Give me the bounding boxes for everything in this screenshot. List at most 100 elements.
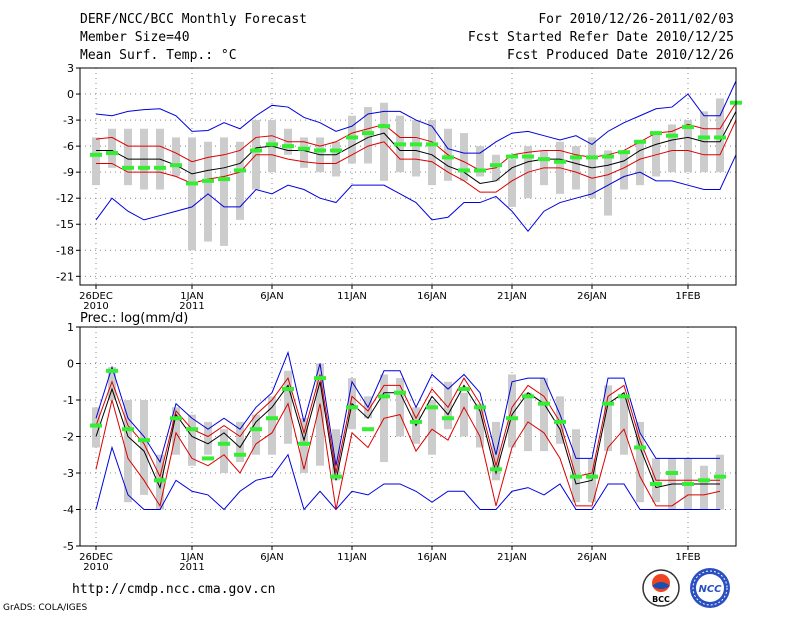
ncc-logo-text: NCC bbox=[698, 584, 722, 595]
mean-marker bbox=[506, 154, 518, 159]
range-bar bbox=[508, 374, 516, 448]
range-bar bbox=[620, 396, 628, 455]
mean-marker bbox=[538, 157, 550, 162]
mean-marker bbox=[314, 148, 326, 153]
mean-marker bbox=[698, 478, 710, 483]
range-bar bbox=[108, 367, 116, 400]
range-bar bbox=[492, 421, 500, 481]
y-tick-label: 3 bbox=[67, 62, 74, 75]
upper-quartile-line bbox=[95, 374, 720, 481]
variable-label: Mean Surf. Temp.: °C bbox=[80, 48, 237, 63]
upper-quartile-line bbox=[95, 102, 737, 171]
range-bar bbox=[204, 421, 212, 455]
range-bar bbox=[636, 141, 644, 186]
mean-marker bbox=[138, 165, 150, 170]
source-url[interactable]: http://cmdp.ncc.cma.gov.cn bbox=[72, 582, 276, 597]
mean-marker bbox=[522, 154, 534, 159]
range-bar bbox=[476, 146, 484, 177]
range-bar bbox=[252, 414, 260, 455]
mean-marker bbox=[394, 142, 406, 147]
mean-marker bbox=[522, 394, 534, 399]
range-bar bbox=[700, 465, 708, 510]
mean-marker bbox=[650, 131, 662, 136]
mean-marker bbox=[426, 142, 438, 147]
mean-marker bbox=[634, 139, 646, 144]
range-bar bbox=[236, 141, 244, 220]
mean-marker bbox=[490, 467, 502, 472]
mean-marker bbox=[138, 438, 150, 443]
mean-marker bbox=[666, 133, 678, 138]
mean-marker bbox=[474, 168, 486, 173]
range-bar bbox=[172, 137, 180, 177]
mean-marker bbox=[250, 427, 262, 432]
x-tick-label: 11JAN bbox=[337, 291, 367, 302]
member-size-label: Member Size=40 bbox=[80, 30, 190, 45]
mean-marker bbox=[90, 423, 102, 428]
mean-marker bbox=[410, 142, 422, 147]
range-bar bbox=[460, 392, 468, 437]
mean-marker bbox=[650, 481, 662, 486]
range-bar bbox=[124, 400, 132, 503]
y-tick-label: -1 bbox=[63, 394, 74, 407]
x-tick-label: 2011 bbox=[179, 562, 204, 573]
mean-marker bbox=[618, 394, 630, 399]
range-bar bbox=[412, 120, 420, 177]
range-bar bbox=[396, 378, 404, 437]
mean-marker bbox=[570, 474, 582, 479]
mean-marker bbox=[266, 142, 278, 147]
x-tick-label: 2010 bbox=[83, 301, 108, 312]
chart-title: DERF/NCC/BCC Monthly Forecast bbox=[80, 12, 307, 27]
x-tick-label: 26DEC bbox=[79, 552, 113, 563]
mean-marker bbox=[506, 416, 518, 421]
y-tick-label: -9 bbox=[63, 166, 74, 179]
precip-panel-title: Prec.: log(mm/d) bbox=[80, 311, 188, 326]
mean-marker bbox=[234, 168, 246, 173]
mean-marker bbox=[490, 163, 502, 168]
range-bar bbox=[668, 124, 676, 173]
x-tick-label: 1JAN bbox=[180, 291, 203, 302]
range-bar bbox=[476, 403, 484, 448]
range-bar bbox=[172, 407, 180, 455]
range-bar bbox=[140, 400, 148, 495]
mean-marker bbox=[586, 155, 598, 160]
mean-marker bbox=[538, 401, 550, 406]
range-bar bbox=[284, 370, 292, 444]
mean-marker bbox=[666, 471, 678, 475]
mean-marker bbox=[154, 165, 166, 170]
range-bar bbox=[92, 137, 100, 186]
mean-marker bbox=[266, 416, 278, 421]
mean-marker bbox=[298, 441, 310, 446]
mean-marker bbox=[202, 178, 214, 183]
x-tick-label: 1JAN bbox=[180, 552, 203, 563]
range-bar bbox=[220, 137, 228, 246]
mean-marker bbox=[554, 159, 566, 164]
x-tick-label: 16JAN bbox=[417, 552, 447, 563]
x-tick-label: 1FEB bbox=[675, 552, 700, 563]
lower-quartile-line bbox=[95, 399, 721, 510]
min-line bbox=[95, 445, 720, 511]
range-bar bbox=[636, 421, 644, 503]
mean-marker bbox=[250, 148, 262, 153]
y-tick-label: -2 bbox=[63, 431, 74, 444]
mean-marker bbox=[634, 445, 646, 450]
range-bar bbox=[332, 429, 340, 481]
range-bar bbox=[204, 141, 212, 242]
mean-marker bbox=[298, 146, 310, 151]
x-tick-label: 16JAN bbox=[417, 291, 447, 302]
range-bar bbox=[460, 133, 468, 181]
y-tick-label: -21 bbox=[56, 270, 74, 283]
range-bar bbox=[572, 146, 580, 190]
range-bar bbox=[428, 120, 436, 186]
range-bar bbox=[348, 115, 356, 164]
range-bar bbox=[604, 150, 612, 216]
median-line bbox=[96, 111, 737, 184]
mean-marker bbox=[106, 151, 118, 156]
range-bar bbox=[268, 396, 276, 455]
range-bar bbox=[684, 120, 692, 173]
mean-marker bbox=[554, 419, 566, 424]
x-tick-label: 6JAN bbox=[260, 552, 283, 563]
y-tick-label: -3 bbox=[63, 467, 74, 480]
mean-marker bbox=[282, 387, 294, 392]
